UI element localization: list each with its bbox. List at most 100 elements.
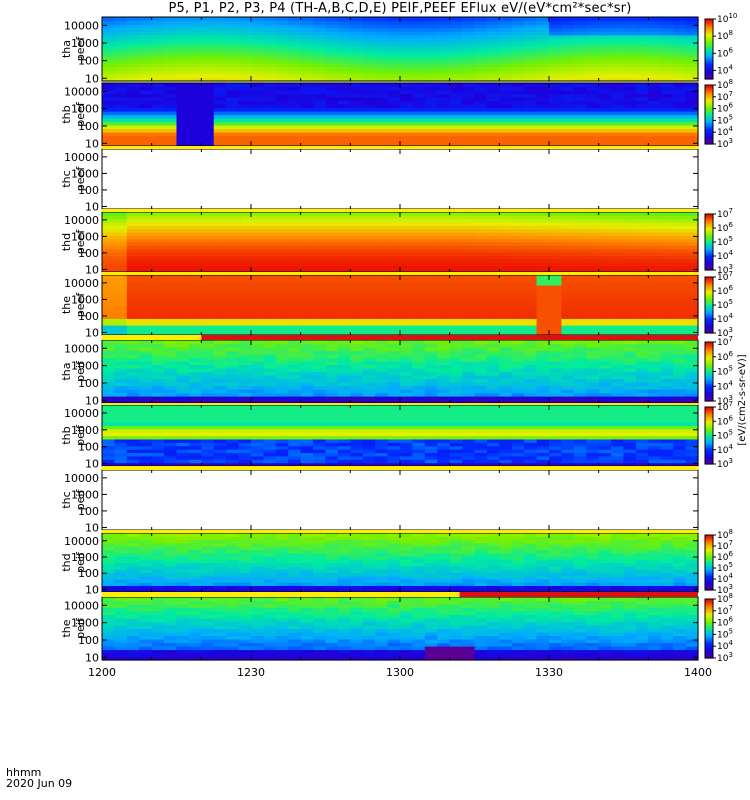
heatmap-cell [387, 128, 401, 133]
heatmap-cell [176, 408, 190, 413]
colorbar-swatch [705, 128, 713, 131]
heatmap-cell [151, 325, 165, 329]
heatmap-cell [586, 111, 600, 116]
heatmap-cell [337, 31, 351, 36]
heatmap-cell [300, 331, 314, 336]
heatmap-cell [325, 340, 339, 345]
heatmap-cell [549, 248, 563, 253]
heatmap-cell [524, 285, 538, 289]
heatmap-cell [660, 218, 674, 223]
heatmap-cell [114, 222, 128, 226]
heatmap-cell [201, 291, 215, 296]
heatmap-cell [362, 321, 376, 326]
heatmap-cell [424, 328, 438, 333]
heatmap-cell [648, 27, 662, 32]
heatmap-cell [511, 318, 525, 323]
heatmap-cell [362, 399, 376, 404]
colorbar-swatch [705, 321, 713, 325]
heatmap-cell [635, 325, 649, 329]
heatmap-cell [350, 350, 364, 355]
heatmap-cell [524, 63, 538, 68]
heatmap-cell [263, 350, 277, 355]
heatmap-cell [350, 118, 364, 123]
heatmap-cell [176, 125, 190, 130]
heatmap-cell [226, 24, 240, 29]
heatmap-cell [350, 288, 364, 293]
heatmap-cell [114, 56, 128, 61]
heatmap-cell [263, 361, 277, 366]
heatmap-cell [188, 357, 202, 362]
heatmap-cell [151, 432, 165, 437]
heatmap-cell [474, 255, 488, 260]
heatmap-cell [164, 340, 178, 345]
heatmap-cell [300, 34, 314, 39]
heatmap-cell [238, 132, 252, 137]
heatmap-cell [462, 20, 476, 25]
heatmap-cell [337, 86, 351, 91]
heatmap-cell [400, 347, 414, 352]
heatmap-cell [362, 93, 376, 98]
heatmap-cell [549, 331, 563, 336]
heatmap-cell [201, 41, 215, 47]
heatmap-cell [325, 295, 339, 299]
heatmap-cell [424, 361, 438, 366]
heatmap-cell [263, 52, 277, 57]
heatmap-cell [151, 392, 165, 397]
heatmap-cell [151, 452, 165, 457]
colorbar-swatch [705, 286, 713, 289]
colorbar-swatch [705, 228, 713, 232]
heatmap-cell [288, 371, 302, 376]
heatmap-cell [126, 27, 140, 32]
heatmap-cell [288, 311, 302, 316]
heatmap-cell [238, 86, 252, 91]
heatmap-cell [337, 298, 351, 303]
heatmap-cell [213, 321, 227, 326]
heatmap-cell [685, 20, 699, 25]
heatmap-cell [536, 38, 550, 43]
heatmap-cell [524, 114, 538, 119]
heatmap-cell [412, 305, 426, 309]
heatmap-cell [288, 331, 302, 336]
heatmap-cell [474, 382, 488, 387]
heatmap-cell [387, 357, 401, 362]
heatmap-cell [313, 135, 327, 140]
heatmap-cell [151, 278, 165, 283]
heatmap-cell [524, 321, 538, 326]
heatmap-cell [536, 281, 550, 286]
heatmap-cell [635, 255, 649, 260]
chart-title: P5, P1, P2, P3, P4 (TH-A,B,C,D,E) PEIF,P… [168, 1, 632, 16]
heatmap-cell [685, 121, 699, 126]
heatmap-cell [635, 328, 649, 333]
heatmap-cell [586, 218, 600, 223]
heatmap-cell [486, 235, 500, 240]
heatmap-cell [362, 343, 376, 348]
heatmap-cell [660, 262, 674, 266]
heatmap-cell [263, 34, 277, 39]
heatmap-cell [424, 305, 438, 309]
heatmap-cell [139, 305, 153, 309]
heatmap-cell [412, 218, 426, 223]
heatmap-cell [226, 301, 240, 306]
heatmap-cell [611, 142, 625, 147]
heatmap-cell [437, 325, 451, 329]
heatmap-cell [474, 315, 488, 319]
heatmap-cell [660, 118, 674, 123]
heatmap-cell [238, 295, 252, 299]
heatmap-cell [275, 262, 289, 266]
heatmap-cell [337, 20, 351, 25]
heatmap-cell [201, 350, 215, 355]
heatmap-cell [251, 245, 265, 250]
heatmap-cell [263, 278, 277, 283]
heatmap-cell [623, 242, 637, 246]
heatmap-cell [176, 262, 190, 266]
heatmap-cell [387, 291, 401, 296]
heatmap-cell [598, 311, 612, 316]
heatmap-cell [213, 308, 227, 313]
heatmap-cell [635, 295, 649, 299]
heatmap-cell [226, 245, 240, 250]
heatmap-cell [536, 375, 550, 380]
heatmap-cell [102, 232, 116, 236]
heatmap-cell [139, 308, 153, 313]
heatmap-cell [164, 311, 178, 316]
heatmap-cell [685, 135, 699, 140]
